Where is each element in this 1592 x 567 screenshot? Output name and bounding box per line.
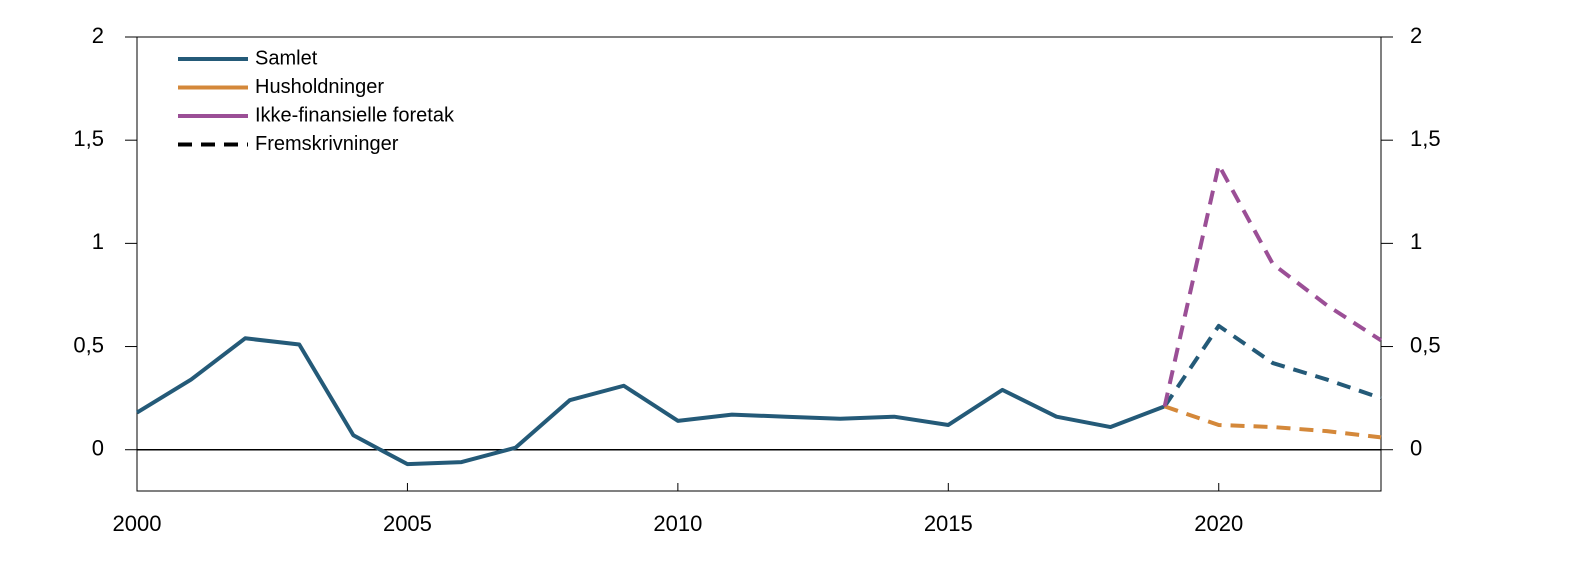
y2-tick-label: 2 [1410, 23, 1422, 48]
legend-label: Ikke-finansielle foretak [255, 104, 455, 126]
y-tick-label: 1,5 [73, 126, 104, 151]
plot-frame [136, 36, 1382, 492]
projection-line [1162, 323, 1382, 408]
y2-tick-label: 1,5 [1410, 126, 1441, 151]
y2-tick-label: 0 [1410, 436, 1422, 461]
legend-label: Fremskrivninger [255, 133, 399, 155]
y2-tick-label: 1 [1410, 229, 1422, 254]
x-tick-label: 2015 [924, 511, 973, 536]
y-tick-label: 2 [92, 23, 104, 48]
legend-label: Husholdninger [255, 76, 384, 98]
x-tick-label: 2020 [1194, 511, 1243, 536]
y2-tick-label: 0,5 [1410, 332, 1441, 357]
series-line [135, 336, 1166, 467]
projection-line [1162, 162, 1383, 407]
y-tick-label: 1 [92, 229, 104, 254]
y-tick-label: 0 [92, 436, 104, 461]
x-tick-label: 2010 [653, 511, 702, 536]
legend-label: Samlet [255, 47, 318, 69]
x-tick-label: 2005 [383, 511, 432, 536]
x-tick-label: 2000 [113, 511, 162, 536]
projection-line [1164, 404, 1382, 440]
y-tick-label: 0,5 [73, 332, 104, 357]
